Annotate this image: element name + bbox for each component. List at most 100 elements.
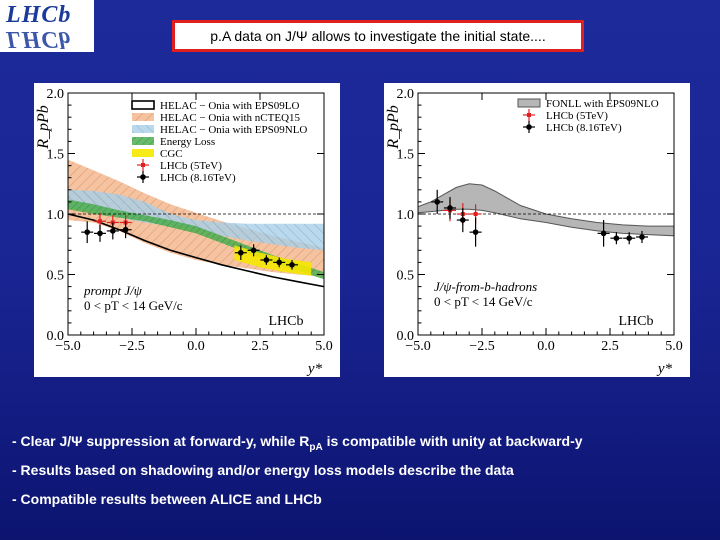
logo-text-reflection: LHCb — [6, 26, 72, 52]
legend-label: LHCb (5TeV) — [160, 160, 222, 172]
legend-label: HELAC − Onia with EPS09LO — [160, 100, 299, 112]
data-point-lhcb-816tev — [260, 255, 273, 265]
data-point-lhcb-816tev — [431, 189, 444, 214]
band-fonll-with-eps09nlo — [417, 183, 675, 237]
data-point-lhcb-816tev — [119, 221, 132, 239]
marker-circle — [639, 234, 645, 240]
band-helac-onia-with-eps09nlo — [68, 189, 324, 251]
legend-marker — [140, 174, 146, 180]
legend-swatch — [131, 100, 155, 110]
legend-marker — [141, 163, 145, 167]
legend-item-lhcb-5tev: LHCb (5TeV) — [523, 109, 608, 122]
x-tick-label: 5.0 — [315, 339, 333, 354]
marker-circle — [110, 228, 116, 234]
legend-item-lhcb-5tev: LHCb (5TeV) — [137, 159, 222, 172]
marker-circle — [122, 226, 129, 233]
legend-item-helac-onia-with-eps09nlo: HELAC − Onia with EPS09NLO — [132, 124, 307, 136]
x-tick-label: 0.0 — [187, 339, 205, 354]
legend-label: LHCb (8.16TeV) — [546, 122, 622, 134]
x-tick-label: −5.0 — [55, 339, 80, 354]
x-tick-label: 0.0 — [537, 339, 555, 354]
marker-circle — [289, 262, 295, 268]
y-tick-label: 1.0 — [397, 208, 415, 223]
data-point-lhcb-816tev — [273, 257, 286, 268]
legend-marker — [526, 124, 532, 130]
experiment-label: LHCb — [619, 314, 654, 329]
plot-area — [67, 159, 325, 288]
chart-prompt-jpsi: −5.0 −2.5 0.0 2.5 5.0 0.0 0.5 1.0 1.5 2.0 R_pPb y* H… — [34, 83, 340, 377]
legend-label: HELAC − Onia with nCTEQ15 — [160, 112, 301, 124]
data-point-lhcb-816tev — [286, 259, 298, 270]
bullet-list: - Clear J/Ψ suppression at forward-y, wh… — [12, 430, 712, 516]
logo-text: LHCb — [6, 2, 72, 28]
marker-circle — [460, 217, 466, 223]
marker-square — [98, 219, 102, 224]
marker-circle — [434, 199, 440, 205]
x-tick-label: 2.5 — [251, 339, 269, 354]
legend-item-lhcb-8-16tev: LHCb (8.16TeV) — [137, 171, 236, 184]
data-point-lhcb-816tev — [444, 197, 456, 219]
plot-area — [417, 183, 675, 247]
chart-jpsi-from-b-svg: −5.0 −2.5 0.0 2.5 5.0 0.0 0.5 1.0 1.5 2.0 R_pPb y* F… — [385, 87, 683, 377]
x-axis-label: y* — [656, 361, 673, 377]
legend-item-cgc: CGC — [132, 148, 183, 160]
annotation-line: J/ψ-from-b-hadrons — [434, 279, 537, 294]
y-tick-label: 2.0 — [397, 87, 415, 102]
x-tick-label: 2.5 — [601, 339, 619, 354]
legend-marker — [527, 113, 531, 117]
band-helac-onia-with-ncteq15 — [68, 159, 324, 277]
data-point-lhcb-816tev — [94, 224, 106, 242]
y-tick-label: 0.5 — [397, 269, 415, 284]
legend-item-fonll-with-eps09nlo: FONLL with EPS09NLO — [517, 98, 659, 110]
bullet-item: - Clear J/Ψ suppression at forward-y, wh… — [12, 433, 583, 453]
legend-label: CGC — [160, 148, 183, 160]
marker-circle — [276, 259, 282, 266]
data-point-lhcb-816tev — [247, 244, 260, 257]
annotation-line: 0 < pT < 14 GeV/c — [84, 298, 183, 313]
marker-circle — [472, 229, 479, 235]
legend-label: LHCb (8.16TeV) — [160, 172, 236, 184]
legend-label: Energy Loss — [160, 136, 215, 148]
marker-circle — [238, 249, 244, 256]
legend-swatch — [132, 125, 154, 133]
y-tick-label: 1.5 — [397, 148, 415, 163]
marker-circle — [626, 235, 632, 241]
chart-jpsi-from-b: −5.0 −2.5 0.0 2.5 5.0 0.0 0.5 1.0 1.5 2.0 R_pPb y* F… — [384, 83, 690, 377]
marker-circle — [263, 257, 270, 263]
y-axis-label: R_pPb — [385, 105, 402, 150]
x-tick-label: −2.5 — [469, 339, 494, 354]
legend-label: LHCb (5TeV) — [546, 110, 608, 122]
data-point-lhcb-816tev — [106, 222, 119, 240]
bullet-item: - Compatible results between ALICE and L… — [12, 490, 322, 507]
data-point-lhcb-816tev — [597, 220, 610, 247]
data-point-lhcb-816tev — [234, 245, 247, 260]
y-tick-label: 0.0 — [47, 329, 65, 344]
data-point-lhcb-816tev — [623, 232, 636, 245]
annotation-line: 0 < pT < 14 GeV/c — [434, 294, 533, 309]
y-tick-label: 0.0 — [397, 329, 415, 344]
x-axis-label: y* — [306, 361, 323, 377]
x-tick-label: −5.0 — [405, 339, 430, 354]
legend-swatch — [517, 98, 541, 108]
slide-title: p.A data on J/Ψ allows to investigate th… — [172, 20, 584, 52]
x-tick-label: −2.5 — [119, 339, 144, 354]
chart-prompt-jpsi-svg: −5.0 −2.5 0.0 2.5 5.0 0.0 0.5 1.0 1.5 2.0 R_pPb y* H… — [35, 87, 333, 377]
slide-title-text: p.A data on J/Ψ allows to investigate th… — [210, 28, 546, 44]
legend-swatch — [132, 113, 154, 121]
x-tick-label: 5.0 — [665, 339, 683, 354]
legend-label: HELAC − Onia with EPS09NLO — [160, 124, 307, 136]
annotation-line: prompt J/ψ — [83, 283, 143, 298]
marker-square — [473, 212, 478, 216]
bullet-item: - Results based on shadowing and/or ener… — [12, 461, 514, 478]
y-tick-label: 0.5 — [47, 269, 65, 284]
data-point-lhcb-816tev — [636, 230, 648, 244]
data-point-lhcb-816tev — [469, 217, 482, 247]
legend-item-energy-loss: Energy Loss — [132, 136, 215, 148]
curve-helac-onia-with-eps09lo — [67, 213, 325, 288]
y-tick-label: 1.5 — [47, 148, 65, 163]
legend-swatch — [132, 137, 154, 145]
band-energy-loss — [68, 199, 324, 280]
legend-label: FONLL with EPS09NLO — [546, 98, 659, 110]
